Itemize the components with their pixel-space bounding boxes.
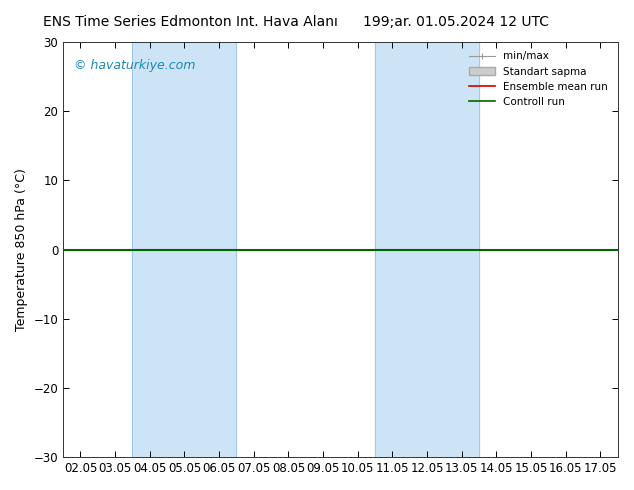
Legend: min/max, Standart sapma, Ensemble mean run, Controll run: min/max, Standart sapma, Ensemble mean r… (465, 47, 612, 111)
Y-axis label: Temperature 850 hPa (°C): Temperature 850 hPa (°C) (15, 168, 28, 331)
Bar (375, 42, 479, 457)
Text: 199;ar. 01.05.2024 12 UTC: 199;ar. 01.05.2024 12 UTC (363, 15, 550, 29)
Text: © havaturkiye.com: © havaturkiye.com (74, 59, 196, 72)
Text: ENS Time Series Edmonton Int. Hava Alanı: ENS Time Series Edmonton Int. Hava Alanı (42, 15, 338, 29)
Bar (133, 42, 236, 457)
